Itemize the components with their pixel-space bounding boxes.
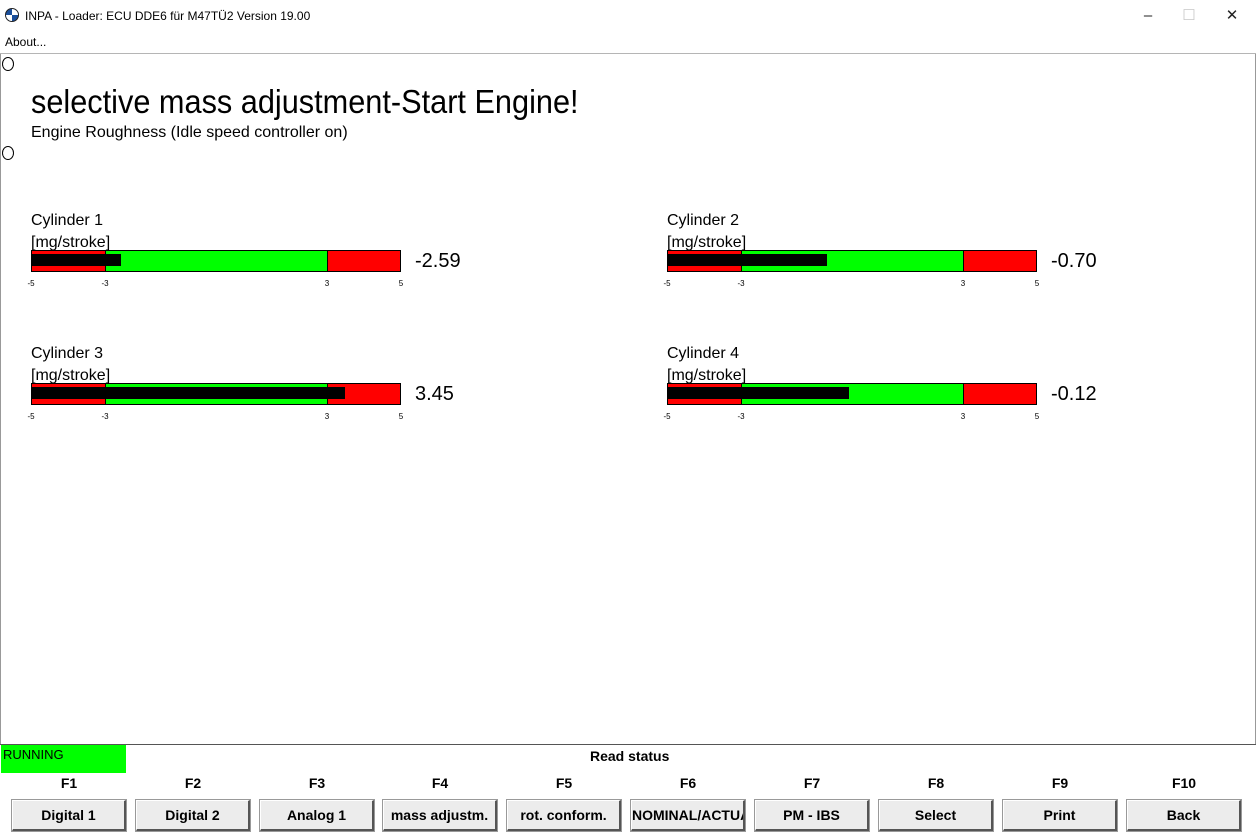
warn-zone-high [964, 384, 1036, 404]
status-running-badge: RUNNING [1, 745, 126, 773]
warn-zone-high [964, 251, 1036, 271]
zone-divider-high [327, 251, 328, 271]
warn-zone-high [328, 251, 400, 271]
scale-tick-label: -5 [27, 279, 35, 288]
close-button[interactable]: ✕ [1225, 7, 1239, 24]
gauge-name: Cylinder 2 [667, 212, 740, 229]
menu-about[interactable]: About... [5, 35, 47, 49]
scale-tick-label: -3 [737, 279, 745, 288]
gauge-bar [667, 250, 1037, 272]
gauge-unit: [mg/stroke] [667, 234, 747, 251]
status-divider [0, 744, 1256, 745]
maximize-button[interactable]: ☐ [1182, 7, 1196, 24]
scale-tick-label: 5 [1034, 279, 1040, 288]
scale-tick-label: -3 [737, 412, 745, 421]
function-button-f3[interactable]: Analog 1 [260, 800, 374, 831]
gauge-value: -2.59 [415, 250, 461, 272]
function-button-f8[interactable]: Select [879, 800, 993, 831]
title-bar: INPA - Loader: ECU DDE6 für M47TÜ2 Versi… [0, 0, 1256, 32]
scale-tick-label: 5 [398, 412, 404, 421]
function-button-f4[interactable]: mass adjustm. [383, 800, 497, 831]
function-button-f7[interactable]: PM - IBS [755, 800, 869, 831]
scale-tick-label: 5 [398, 279, 404, 288]
gauge-indicator [668, 387, 849, 399]
function-button-f9[interactable]: Print [1003, 800, 1117, 831]
gauge-name: Cylinder 4 [667, 345, 740, 362]
gauge-value: -0.70 [1051, 250, 1097, 272]
scale-tick-label: -5 [663, 279, 671, 288]
function-button-f6[interactable]: NOMINAL/ACTUAL [631, 800, 745, 831]
gauge-cylinder-2: Cylinder 2 [mg/stroke] -0.70 -5 -3 3 5 [663, 212, 1127, 302]
gauge-bar [31, 383, 401, 405]
gauge-indicator [668, 254, 828, 266]
function-button-f2[interactable]: Digital 2 [136, 800, 250, 831]
scale-tick-label: -3 [101, 412, 109, 421]
function-key-label-f7: F7 [803, 775, 821, 791]
main-panel: selective mass adjustment-Start Engine! … [0, 54, 1256, 744]
gauge-unit: [mg/stroke] [31, 367, 111, 384]
function-key-label-f9: F9 [1051, 775, 1069, 791]
scale-tick-label: 3 [324, 279, 330, 288]
gauge-cylinder-3: Cylinder 3 [mg/stroke] 3.45 -5 -3 3 5 [27, 345, 491, 435]
function-button-f10[interactable]: Back [1127, 800, 1241, 831]
gauge-cylinder-4: Cylinder 4 [mg/stroke] -0.12 -5 -3 3 5 [663, 345, 1127, 435]
bmw-logo-icon [5, 8, 19, 22]
minimize-button[interactable]: – [1143, 7, 1153, 24]
gauge-indicator [32, 387, 345, 399]
gauge-value: -0.12 [1051, 383, 1097, 405]
function-key-label-f8: F8 [927, 775, 945, 791]
gauge-value: 3.45 [415, 383, 454, 405]
warn-zone-high [328, 384, 400, 404]
gauge-cylinder-1: Cylinder 1 [mg/stroke] -2.59 -5 -3 3 5 [27, 212, 491, 302]
function-key-label-f2: F2 [184, 775, 202, 791]
function-key-label-f6: F6 [679, 775, 697, 791]
window-title: INPA - Loader: ECU DDE6 für M47TÜ2 Versi… [25, 9, 311, 23]
gauge-name: Cylinder 3 [31, 345, 104, 362]
scale-tick-label: 3 [960, 412, 966, 421]
page-title: selective mass adjustment-Start Engine! [31, 83, 579, 120]
function-key-label-f10: F10 [1171, 775, 1197, 791]
scale-tick-label: 5 [1034, 412, 1040, 421]
radio-button-top[interactable] [2, 57, 14, 71]
scale-tick-label: 3 [324, 412, 330, 421]
scale-tick-label: -5 [27, 412, 35, 421]
function-key-label-f5: F5 [555, 775, 573, 791]
function-key-label-f3: F3 [308, 775, 326, 791]
zone-divider-high [963, 251, 964, 271]
function-key-label-f1: F1 [60, 775, 78, 791]
gauge-bar [667, 383, 1037, 405]
scale-tick-label: -3 [101, 279, 109, 288]
page-subtitle: Engine Roughness (Idle speed controller … [31, 124, 348, 141]
menu-bar: About... [0, 32, 1256, 54]
gauge-name: Cylinder 1 [31, 212, 104, 229]
function-key-label-f4: F4 [431, 775, 449, 791]
status-message: Read status [590, 748, 670, 764]
gauge-bar [31, 250, 401, 272]
function-button-f5[interactable]: rot. conform. [507, 800, 621, 831]
gauge-unit: [mg/stroke] [667, 367, 747, 384]
radio-button-bottom[interactable] [2, 146, 14, 160]
zone-divider-high [963, 384, 964, 404]
gauge-indicator [32, 254, 122, 266]
gauge-unit: [mg/stroke] [31, 234, 111, 251]
function-button-f1[interactable]: Digital 1 [12, 800, 126, 831]
scale-tick-label: -5 [663, 412, 671, 421]
scale-tick-label: 3 [960, 279, 966, 288]
